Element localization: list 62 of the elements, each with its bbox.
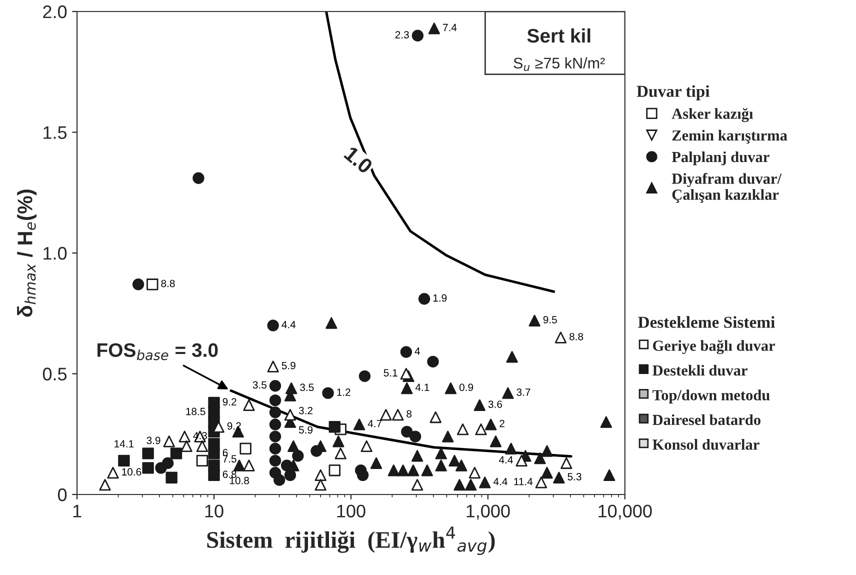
annotation: 9.5 (543, 316, 557, 324)
x-axis-title: Sistem rijitliği (EI/γ$_{w}$h$^{4}$$_{avg}$) (207, 526, 495, 556)
annotation: 2.3 (395, 31, 409, 38)
annotation: 9.2 (227, 422, 241, 430)
annotation: 10.6 (122, 468, 142, 476)
annotation: 1.2 (337, 388, 350, 396)
x-tick-label: 1 (73, 504, 82, 518)
legend-label: Zemin karıştırma (672, 130, 788, 144)
y-axis-title: δ$_{hmax}$ / H$_{e}$(%) (17, 190, 36, 317)
legend-label: Asker kazığı (672, 108, 754, 122)
annotation: 14.1 (114, 440, 134, 448)
annotation: S$_{u}$ ≥75 kN/m² (514, 57, 605, 72)
x-tick-label: 10 (205, 504, 224, 518)
legend-title: Duvar tipi (636, 85, 710, 100)
annotation: 4.4 (493, 478, 508, 486)
annotation: 4.4 (498, 456, 513, 464)
annotation: 10.8 (230, 476, 249, 484)
annotation: 3.5 (300, 384, 314, 392)
annotation: 0.9 (459, 384, 474, 392)
y-tick-label: 2.0 (43, 5, 67, 18)
annotation: 4 (414, 348, 420, 355)
text: Konsol duvarlar (652, 439, 760, 450)
annotation: 3.9 (146, 436, 160, 444)
text: Geriye bağlı duvar (653, 340, 776, 354)
annotation: 2 (500, 420, 504, 428)
annotation: 8 (406, 410, 412, 418)
annotation: 11.4 (514, 478, 533, 486)
y-tick-label: 1.5 (44, 126, 67, 139)
annotation: 1.9 (433, 294, 447, 302)
annotation: 8.8 (161, 280, 175, 288)
text: Destekli duvar (652, 364, 748, 376)
annotation: 5.1 (384, 369, 398, 377)
text: Top/down metodu (652, 390, 770, 404)
annotation: Sert kil (527, 28, 590, 43)
annotation: 3.7 (516, 388, 530, 396)
annotation: 5.9 (282, 362, 296, 370)
annotation: 4.4 (282, 320, 296, 328)
text: 1.0 (343, 146, 374, 174)
series-label: FOS$_{base}$ = 3.0 (98, 343, 218, 360)
annotation: 5.3 (568, 473, 582, 480)
annotation: 4.1 (415, 384, 430, 391)
x-tick-label: 100 (337, 504, 366, 518)
annotation: 6.8 (222, 470, 236, 478)
annotation: 4.7 (368, 420, 382, 428)
annotation: 3.5 (252, 381, 266, 389)
annotation: 8.8 (569, 332, 584, 340)
text: Dairesel batardo (652, 414, 760, 426)
annotation: 7.4 (443, 24, 457, 32)
text: Destekleme Sistemi (638, 316, 775, 328)
annotation: 18.5 (186, 408, 206, 416)
x-tick-label: 10,000 (598, 504, 652, 520)
legend-label: Diyafram duvar/ Çalışan kazıklar (672, 172, 782, 203)
x-tick-label: 1,000 (466, 504, 510, 520)
legend-label: Palplanj duvar (672, 151, 770, 166)
y-tick-label: 0.5 (42, 368, 67, 380)
y-tick-label: 0 (58, 488, 67, 502)
annotation: 3.2 (298, 406, 312, 414)
annotation: 3.6 (488, 400, 502, 408)
y-tick-label: 1.0 (44, 246, 67, 260)
annotation: 9.2 (222, 398, 236, 406)
annotation: 5.9 (298, 426, 313, 434)
annotation: 7.5 (222, 455, 236, 463)
